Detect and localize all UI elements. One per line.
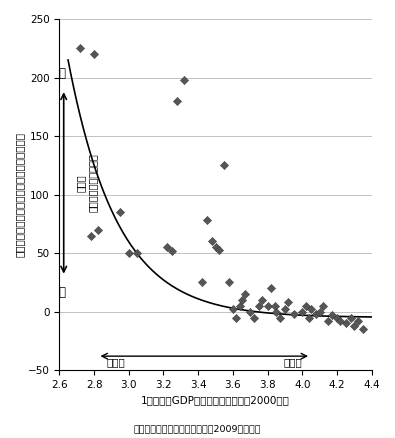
Point bbox=[259, 297, 265, 304]
Point bbox=[126, 250, 132, 257]
Point bbox=[329, 312, 335, 319]
Point bbox=[342, 320, 349, 327]
Point bbox=[216, 246, 222, 253]
Point bbox=[282, 306, 288, 313]
Point bbox=[209, 238, 215, 245]
Point bbox=[134, 250, 141, 257]
Point bbox=[250, 314, 257, 321]
Point bbox=[273, 308, 279, 315]
Point bbox=[264, 302, 271, 309]
Point bbox=[325, 318, 331, 325]
Text: 途上国: 途上国 bbox=[106, 357, 125, 367]
Point bbox=[355, 318, 361, 325]
Point bbox=[285, 299, 292, 306]
Point bbox=[91, 51, 97, 58]
Point bbox=[303, 302, 309, 309]
Point bbox=[351, 322, 357, 329]
Point bbox=[164, 244, 170, 251]
Point bbox=[221, 162, 228, 169]
Point bbox=[226, 279, 233, 286]
Point bbox=[247, 308, 254, 315]
Point bbox=[242, 290, 248, 297]
Point bbox=[313, 311, 319, 318]
Point bbox=[276, 314, 283, 321]
Point bbox=[337, 318, 344, 325]
Point bbox=[239, 297, 245, 304]
Point bbox=[94, 226, 101, 233]
Point bbox=[77, 45, 83, 52]
Point bbox=[290, 311, 297, 318]
Text: 大: 大 bbox=[58, 67, 66, 80]
Point bbox=[204, 217, 210, 224]
Point bbox=[174, 97, 181, 104]
Point bbox=[334, 314, 340, 321]
Point bbox=[360, 326, 366, 333]
Point bbox=[320, 302, 326, 309]
Text: 小: 小 bbox=[58, 286, 66, 299]
Point bbox=[268, 285, 274, 292]
Point bbox=[237, 302, 243, 309]
Point bbox=[299, 308, 305, 315]
Point bbox=[306, 314, 312, 321]
Text: 先進国: 先進国 bbox=[284, 357, 302, 367]
Point bbox=[199, 279, 205, 286]
Point bbox=[213, 244, 219, 251]
X-axis label: 1人当たりGDPの水準（対数表示、2000年）: 1人当たりGDPの水準（対数表示、2000年） bbox=[141, 396, 290, 406]
Y-axis label: ソーシャルキャピタルの社会的収益率（％）: ソーシャルキャピタルの社会的収益率（％） bbox=[15, 132, 25, 257]
Point bbox=[87, 232, 94, 239]
Point bbox=[316, 308, 323, 315]
Point bbox=[117, 208, 123, 215]
Text: ソーシャルキャピタル: ソーシャルキャピタル bbox=[87, 154, 97, 212]
Point bbox=[308, 306, 314, 313]
Point bbox=[181, 76, 188, 83]
Point bbox=[169, 247, 175, 254]
Point bbox=[233, 314, 239, 321]
Point bbox=[271, 302, 278, 309]
Text: の役割: の役割 bbox=[75, 174, 85, 192]
Point bbox=[230, 306, 236, 313]
Text: （出典）石瀬寛和・澤田康幸の2009年の論文: （出典）石瀬寛和・澤田康幸の2009年の論文 bbox=[134, 424, 261, 434]
Point bbox=[256, 302, 262, 309]
Point bbox=[348, 314, 354, 321]
